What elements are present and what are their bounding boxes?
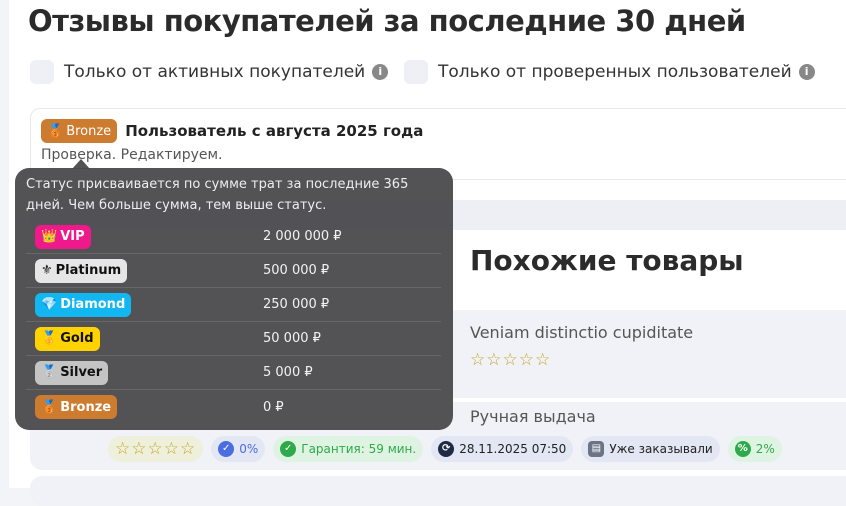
product-chips: ☆☆☆☆☆ ✓ 0% ✓ Гарантия: 59 мин. ⟳ 28.11.2025… [108, 436, 782, 462]
basket-icon: ▤ [588, 441, 605, 457]
tier-badge: 💎 Diamond [35, 292, 132, 317]
info-icon[interactable]: i [372, 64, 389, 80]
tier-amount: 5 000 ₽ [263, 365, 313, 380]
similar-title: Похожие товары [470, 244, 744, 277]
tier-row-vip: 👑 VIP 2 000 000 ₽ [26, 220, 441, 254]
refresh-icon: ⟳ [438, 441, 455, 457]
review-text: Проверка. Редактируем. [41, 147, 223, 163]
checkbox[interactable] [30, 60, 54, 84]
status-badge[interactable]: 🥉 Bronze [41, 119, 118, 143]
verified-chip: ✓ 0% [211, 436, 266, 462]
tier-icon: 🥇 [41, 331, 58, 346]
tier-row-bronze: 🥉 Bronze 0 ₽ [26, 390, 441, 424]
tier-icon: 🥉 [41, 399, 58, 415]
status-tooltip: Статус присваивается по сумме трат за по… [15, 168, 453, 430]
product-title[interactable]: Ручная выдача [470, 407, 596, 426]
filter-active-buyers[interactable]: Только от активных покупателей i [30, 60, 389, 84]
tooltip-arrow [72, 159, 90, 169]
tier-icon: ⚜ [41, 263, 53, 278]
product-card[interactable] [30, 476, 846, 506]
tier-row-diamond: 💎 Diamond 250 000 ₽ [26, 288, 441, 322]
medal-icon: 🥉 [47, 123, 64, 139]
shield-check-icon: ✓ [280, 441, 297, 457]
page-title: Отзывы покупателей за последние 30 дней [28, 4, 746, 38]
guarantee-chip: ✓ Гарантия: 59 мин. [273, 436, 424, 462]
review-author: Пользователь с августа 2025 года [125, 122, 424, 140]
product-title[interactable]: Veniam distinctio cupiditate [470, 323, 694, 342]
tier-amount: 2 000 000 ₽ [263, 229, 342, 244]
tier-icon: 💎 [41, 297, 58, 312]
percent-icon: % [734, 441, 751, 457]
tier-amount: 0 ₽ [263, 399, 284, 415]
filter-label: Только от проверенных пользователей [438, 62, 792, 82]
tier-badge: ⚜ Platinum [35, 258, 128, 283]
verified-icon: ✓ [218, 441, 235, 457]
discount-chip: % 2% [727, 436, 782, 462]
ordered-chip: ▤ Уже заказывали [581, 436, 720, 462]
tier-icon: 🥈 [41, 365, 58, 380]
tier-row-platinum: ⚜ Platinum 500 000 ₽ [26, 254, 441, 288]
checkbox[interactable] [404, 60, 428, 84]
tier-row-silver: 🥈 Silver 5 000 ₽ [26, 356, 441, 390]
tier-badge: 🥇 Gold [35, 326, 100, 351]
info-icon[interactable]: i [798, 64, 815, 80]
rating-chip: ☆☆☆☆☆ [108, 436, 204, 462]
tier-badge: 🥉 Bronze [35, 395, 118, 419]
tier-amount: 50 000 ₽ [263, 331, 321, 346]
tier-badge: 🥈 Silver [35, 360, 109, 385]
tooltip-text: Статус присваивается по сумме трат за по… [26, 177, 409, 213]
filter-verified-users[interactable]: Только от проверенных пользователей i [404, 60, 815, 84]
rating-stars: ☆☆☆☆☆ [470, 350, 552, 370]
tier-icon: 👑 [41, 229, 58, 244]
tier-amount: 250 000 ₽ [263, 297, 330, 312]
tier-amount: 500 000 ₽ [263, 263, 330, 278]
tier-row-gold: 🥇 Gold 50 000 ₽ [26, 322, 441, 356]
filter-label: Только от активных покупателей [64, 62, 366, 82]
date-chip: ⟳ 28.11.2025 07:50 [431, 436, 574, 462]
tier-badge: 👑 VIP [35, 224, 91, 249]
